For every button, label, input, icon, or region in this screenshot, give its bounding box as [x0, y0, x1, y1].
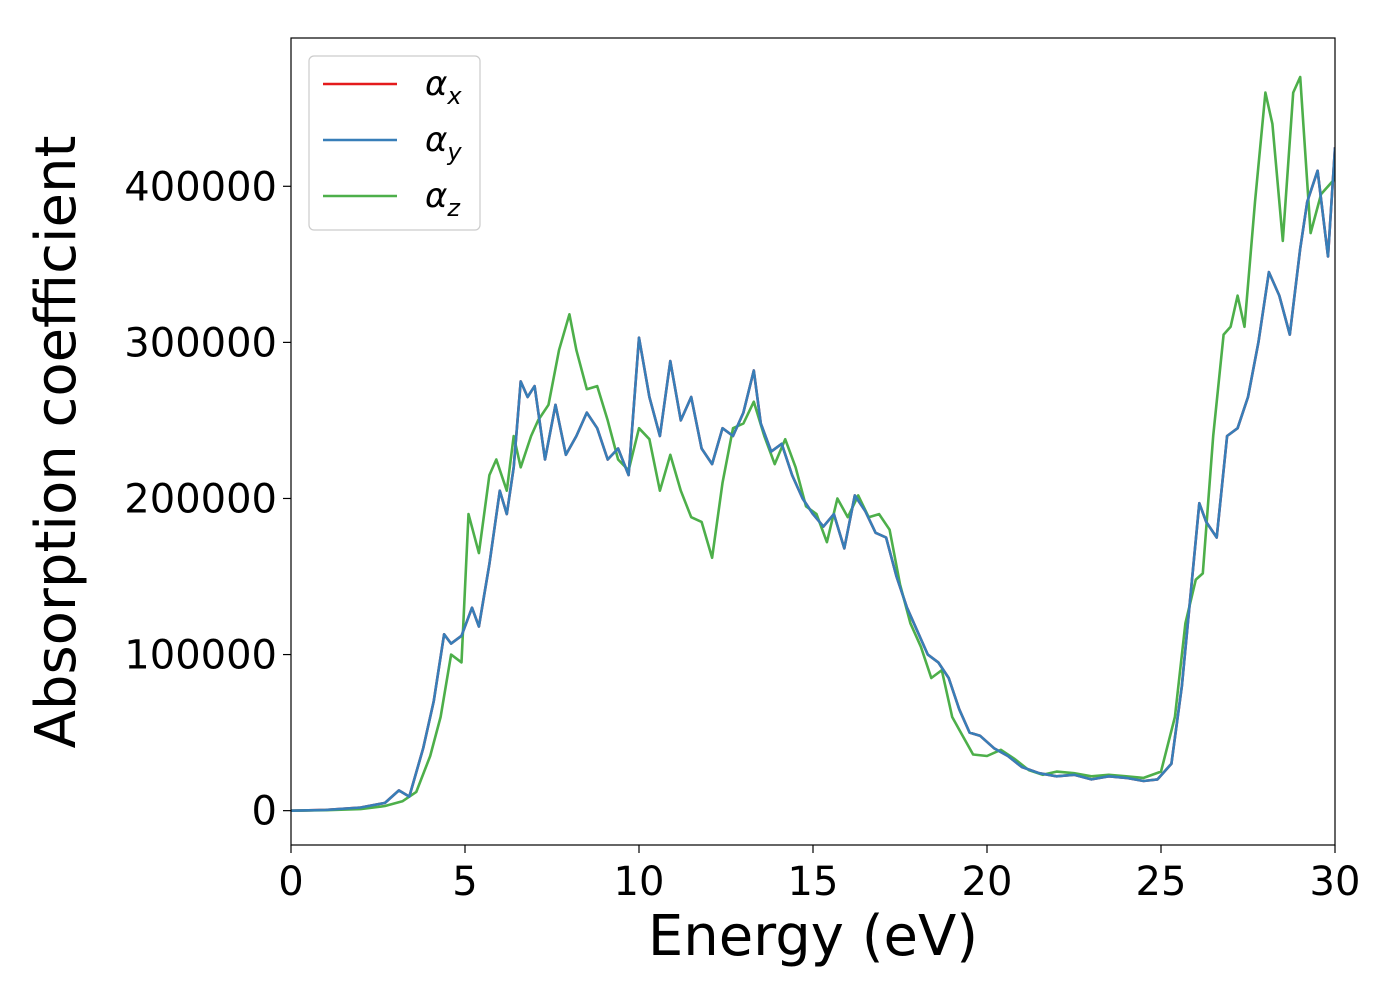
y-axis-title: Absorption coefficient [24, 136, 89, 749]
x-tick-label: 25 [1136, 859, 1187, 905]
y-tick-label: 300000 [124, 320, 277, 366]
plot-area [291, 75, 1335, 812]
x-tick-label: 30 [1310, 859, 1361, 905]
x-axis-title: Energy (eV) [648, 904, 978, 969]
legend-frame [308, 55, 481, 231]
x-tick-label: 20 [962, 859, 1013, 905]
series-line-3 [291, 75, 1335, 812]
legend: αx αy αz [308, 55, 481, 231]
legend-label-2: αy [425, 120, 462, 166]
x-tick-label: 5 [452, 859, 477, 905]
x-tick-label: 0 [278, 859, 303, 905]
x-tick-label: 15 [788, 859, 839, 905]
y-tick-label: 200000 [124, 476, 277, 522]
series-line-2 [291, 147, 1335, 812]
y-tick-label: 400000 [124, 164, 277, 210]
y-tick-label: 100000 [124, 633, 277, 679]
legend-label-3: αz [425, 176, 461, 222]
y-tick-label: 0 [252, 789, 277, 835]
legend-label-1: αx [425, 64, 462, 110]
x-tick-label: 10 [614, 859, 665, 905]
axes: 0 5 10 15 20 25 30 0 100000 200000 300000 400000 [124, 37, 1361, 905]
